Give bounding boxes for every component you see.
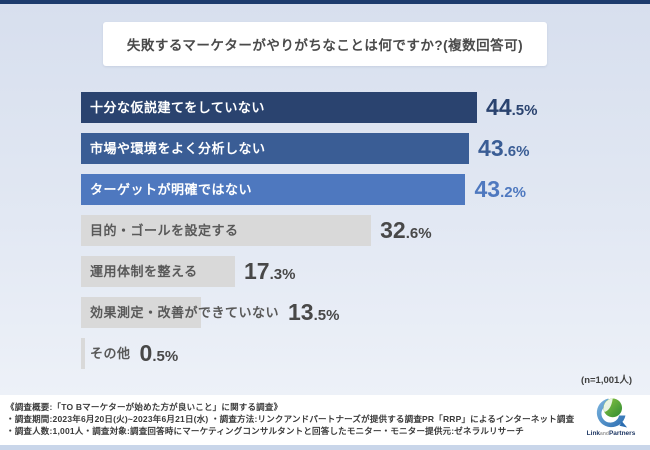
bar-label: ターゲットが明確ではない [90,182,253,197]
survey-period-method-line: ・調査期間:2023年6月20日(火)~2023年6月21日(水) ・調査方法:… [6,414,575,424]
sample-size-note: (n=1,001人) [581,375,632,386]
bar-label: 運用体制を整える [90,264,198,279]
top-accent-strip [0,0,650,4]
bar-value: 43.2% [474,176,526,202]
bar-fill [81,133,470,164]
bar-value: 0.5% [139,340,179,366]
bar-row: その他 0.5% [81,338,650,369]
bar-value: 17.3% [243,258,296,284]
bar-row: ターゲットが明確ではない 43.2% [81,174,650,205]
link-and-partners-logo: LinkandPartners [582,396,640,438]
bar-label: 効果測定・改善ができていない [90,305,280,320]
survey-overview-line: 《調査概要:「TO Bマーケターが始めた方が良いこと」に関する調査》 [6,402,283,412]
bar-fill [81,256,235,287]
bar-label: 市場や環境をよく分析しない [90,141,266,156]
bar-row: 目的・ゴールを設定する 32.6% [81,215,650,246]
bar-fill [81,215,372,246]
chart-title: 失敗するマーケターがやりがちなことは何ですか?(複数回答可) [102,22,548,66]
bar-row: 効果測定・改善ができていない 13.5% [81,297,650,328]
bar-value: 13.5% [288,299,340,325]
logo-word-and: and [600,431,609,437]
bar-row: 運用体制を整える 17.3% [81,256,650,287]
logo-wordmark: LinkandPartners [582,430,640,438]
bar-label: その他 [90,346,131,361]
bar-chart: 十分な仮説建てをしていない 44.5% 市場や環境をよく分析しない 43.6% ターゲッ… [81,92,650,369]
logo-word-link: Link [586,430,601,437]
bar-fill [81,338,86,369]
survey-notes-footer: 《調査概要:「TO Bマーケターが始めた方が良いこと」に関する調査》 ・調査期間… [0,395,650,445]
survey-chart-panel: 失敗するマーケターがやりがちなことは何ですか?(複数回答可) 十分な仮説建てをし… [0,4,650,395]
bar-fill [81,297,202,328]
survey-sample-target-line: ・調査人数:1,001人・調査対象:調査回答時にマーケティングコンサルタントと回… [6,426,524,436]
logo-word-partners: Partners [608,430,636,437]
bar-fill [81,174,466,205]
bar-value: 43.6% [478,135,530,161]
bar-label: 十分な仮説建てをしていない [90,100,265,115]
bar-value: 32.6% [380,217,432,243]
bar-label: 目的・ゴールを設定する [90,223,239,238]
bar-row: 市場や環境をよく分析しない 43.6% [81,133,650,164]
bar-fill [81,92,478,123]
bottom-accent-strip [0,445,650,450]
bar-value: 44.5% [486,94,538,120]
logo-mark-icon [596,398,628,428]
bar-row: 十分な仮説建てをしていない 44.5% [81,92,650,123]
